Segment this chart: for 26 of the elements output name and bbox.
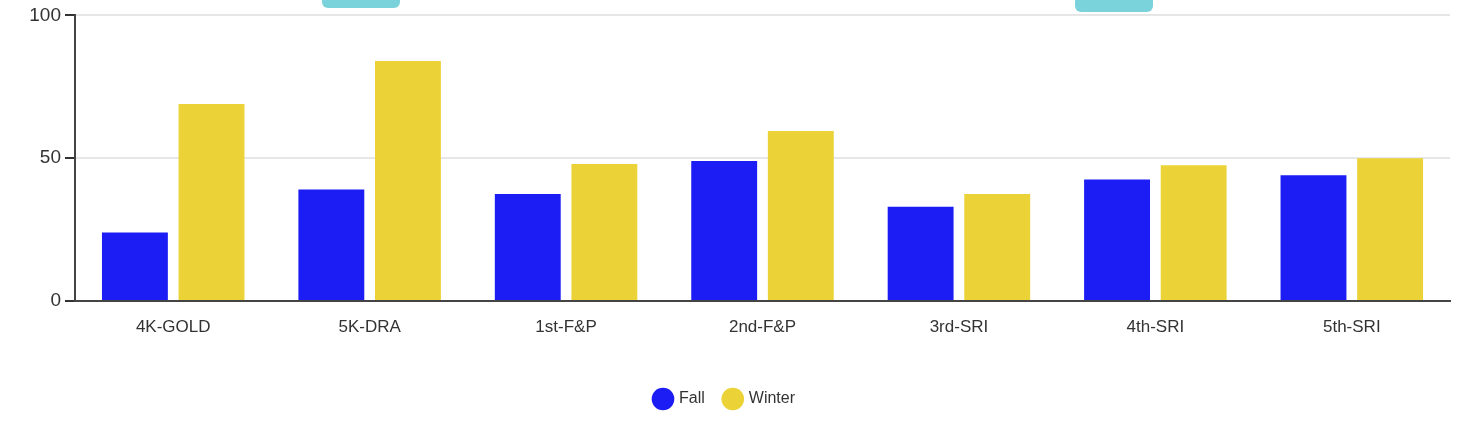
x-tick-label: 4th-SRI	[1126, 316, 1185, 336]
x-tick-label: 3rd-SRI	[929, 316, 989, 336]
x-tick-label: 2nd-F&P	[728, 316, 797, 336]
bar	[964, 193, 1031, 300]
x-tick-label: 4K-GOLD	[135, 316, 211, 336]
bar	[178, 103, 245, 300]
legend-label: Winter	[748, 389, 796, 407]
y-tick-label: 50	[39, 146, 61, 168]
x-tick-label: 5K-DRA	[338, 316, 402, 336]
y-tick-label: 100	[29, 3, 61, 25]
bar	[1280, 175, 1347, 300]
bar	[691, 161, 758, 300]
bar	[298, 189, 365, 300]
bar	[1357, 158, 1424, 300]
bar	[494, 193, 561, 300]
y-tick-label: 0	[50, 289, 61, 311]
bar	[101, 232, 168, 300]
bar	[571, 163, 638, 300]
x-tick-label: 5th-SRI	[1322, 316, 1381, 336]
bar	[1084, 179, 1150, 300]
bar	[1160, 165, 1227, 300]
bar	[375, 61, 441, 300]
x-tick-label: 1st-F&P	[535, 316, 597, 336]
bar	[887, 206, 954, 300]
legend-label: Fall	[679, 389, 705, 407]
bar	[767, 131, 834, 300]
